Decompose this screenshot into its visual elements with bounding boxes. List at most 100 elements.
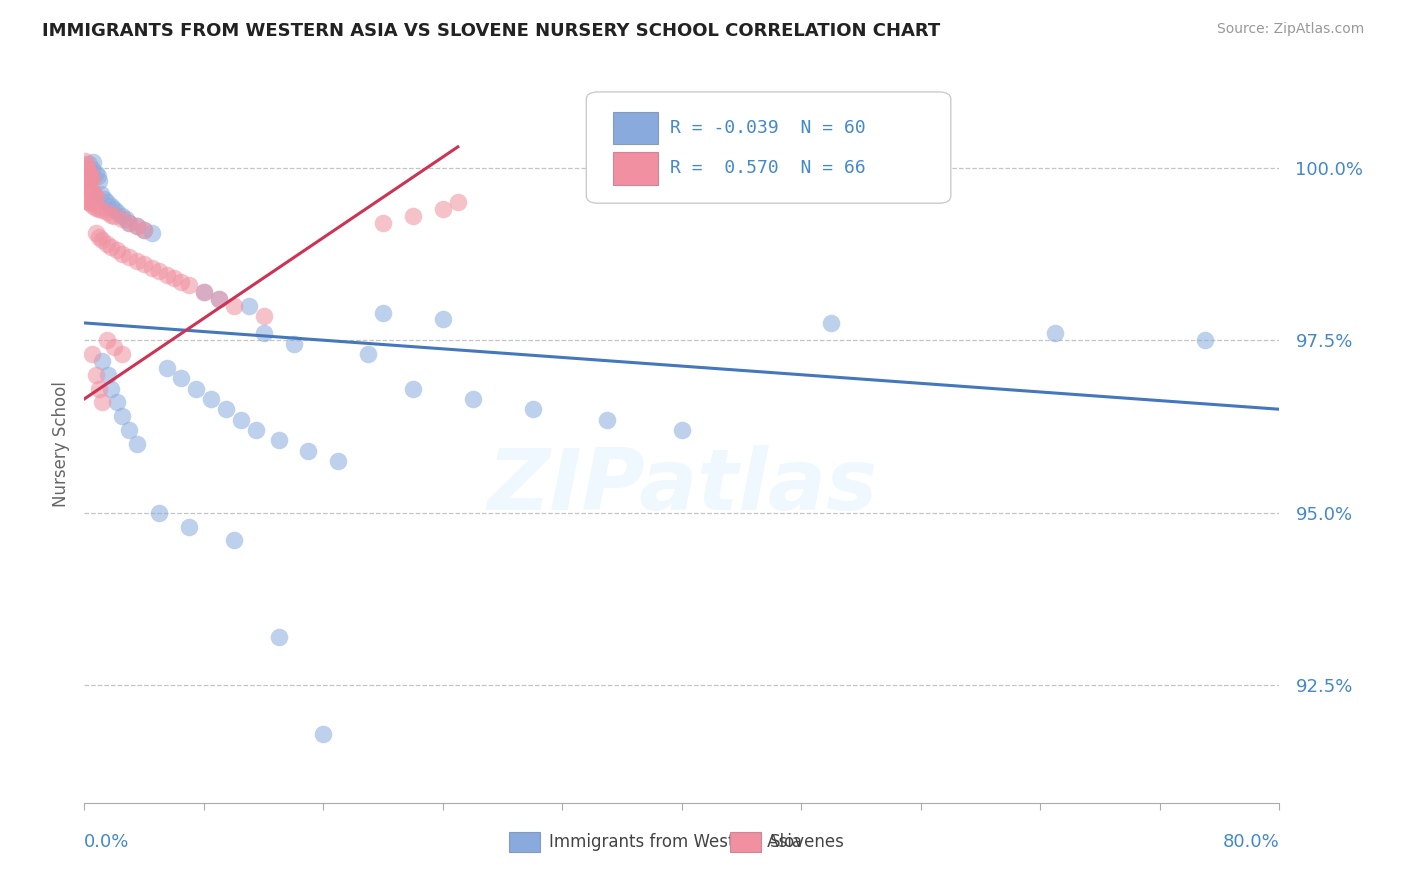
Point bbox=[75, 153, 97, 168]
Point bbox=[357, 347, 380, 361]
Text: ZIPatlas: ZIPatlas bbox=[486, 445, 877, 528]
Point bbox=[253, 309, 276, 323]
Point bbox=[238, 299, 260, 313]
Point bbox=[75, 192, 97, 206]
Point bbox=[208, 292, 231, 306]
Point bbox=[103, 340, 125, 354]
Point bbox=[77, 164, 100, 178]
Point bbox=[105, 205, 128, 219]
Point bbox=[89, 229, 111, 244]
Point bbox=[177, 277, 200, 292]
Point bbox=[111, 247, 134, 261]
Point bbox=[91, 233, 114, 247]
Point bbox=[91, 203, 114, 218]
Point bbox=[79, 183, 101, 197]
Point bbox=[80, 161, 103, 176]
Point bbox=[100, 382, 122, 396]
Point bbox=[125, 253, 148, 268]
Point bbox=[96, 205, 118, 219]
Bar bbox=[730, 831, 761, 852]
Point bbox=[82, 186, 104, 201]
Point bbox=[245, 423, 267, 437]
Point bbox=[96, 236, 118, 251]
Point bbox=[215, 402, 238, 417]
Point bbox=[111, 409, 134, 424]
Point bbox=[89, 202, 111, 216]
Point bbox=[80, 170, 103, 185]
Point bbox=[820, 316, 842, 330]
Point bbox=[80, 173, 103, 187]
Point bbox=[79, 170, 101, 185]
Point bbox=[222, 299, 245, 313]
Point bbox=[671, 423, 693, 437]
Point bbox=[297, 443, 319, 458]
Text: Immigrants from Western Asia: Immigrants from Western Asia bbox=[550, 832, 803, 851]
Point bbox=[79, 196, 101, 211]
Point bbox=[103, 202, 125, 216]
Point bbox=[79, 169, 101, 183]
Point bbox=[148, 506, 170, 520]
Text: R = -0.039  N = 60: R = -0.039 N = 60 bbox=[671, 120, 866, 137]
Point bbox=[90, 186, 112, 201]
Point bbox=[155, 268, 177, 282]
Point bbox=[267, 630, 290, 644]
Point bbox=[93, 192, 115, 206]
Point bbox=[86, 189, 108, 203]
Point bbox=[76, 180, 98, 194]
Point bbox=[83, 188, 105, 202]
Point bbox=[76, 164, 98, 178]
Point bbox=[86, 201, 108, 215]
Point bbox=[141, 226, 163, 240]
Point bbox=[76, 178, 98, 192]
Point bbox=[105, 395, 128, 409]
Point bbox=[89, 174, 111, 188]
Point bbox=[1194, 333, 1216, 347]
Point bbox=[89, 382, 111, 396]
Text: Source: ZipAtlas.com: Source: ZipAtlas.com bbox=[1216, 22, 1364, 37]
Point bbox=[100, 208, 122, 222]
Point bbox=[76, 161, 98, 176]
Point bbox=[125, 219, 148, 234]
Point bbox=[596, 412, 619, 426]
Point bbox=[125, 437, 148, 451]
Point bbox=[86, 166, 108, 180]
Point bbox=[432, 312, 454, 326]
Point bbox=[86, 226, 108, 240]
Point bbox=[115, 212, 138, 227]
Point bbox=[100, 198, 122, 212]
Point bbox=[77, 195, 100, 210]
Point bbox=[77, 157, 100, 171]
Point bbox=[193, 285, 215, 299]
Point bbox=[177, 519, 200, 533]
Point bbox=[82, 155, 104, 169]
Point bbox=[170, 371, 193, 385]
Point bbox=[100, 240, 122, 254]
Point bbox=[193, 285, 215, 299]
Point bbox=[447, 195, 470, 210]
Point bbox=[105, 244, 128, 258]
Point bbox=[77, 181, 100, 195]
Point bbox=[118, 216, 141, 230]
Point bbox=[103, 209, 125, 223]
Point bbox=[373, 305, 395, 319]
Point bbox=[200, 392, 222, 406]
Point bbox=[402, 382, 425, 396]
Bar bbox=[509, 831, 540, 852]
Point bbox=[118, 216, 141, 230]
Point bbox=[79, 168, 101, 182]
Point bbox=[86, 368, 108, 382]
Point bbox=[87, 169, 110, 183]
Point bbox=[75, 174, 97, 188]
Point bbox=[111, 209, 134, 223]
Point bbox=[253, 326, 276, 341]
Point bbox=[76, 194, 98, 208]
Point bbox=[163, 271, 186, 285]
Point bbox=[80, 347, 103, 361]
Point bbox=[231, 412, 253, 426]
Point bbox=[82, 198, 104, 212]
Point bbox=[96, 333, 118, 347]
Point bbox=[118, 423, 141, 437]
Point bbox=[91, 354, 114, 368]
FancyBboxPatch shape bbox=[586, 92, 950, 203]
Point bbox=[432, 202, 454, 216]
